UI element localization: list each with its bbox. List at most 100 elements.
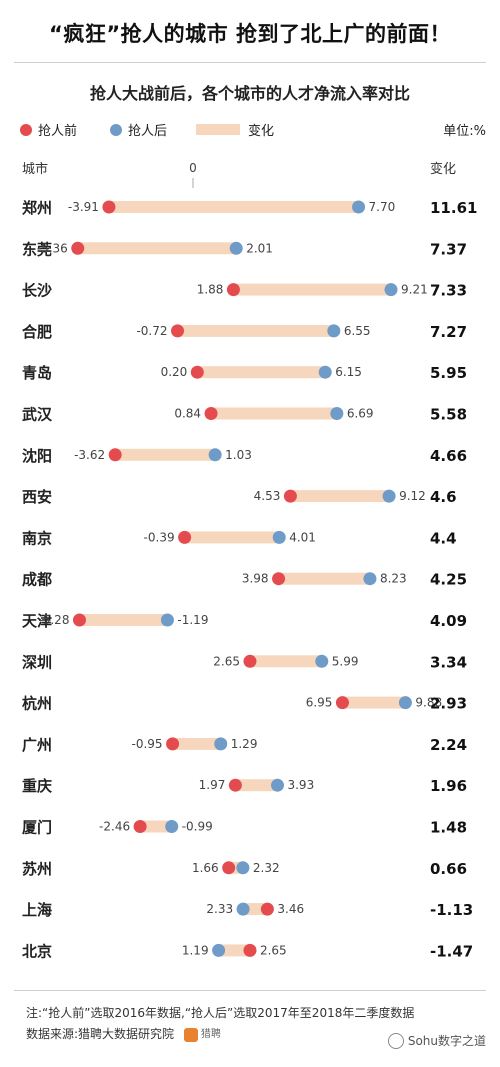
change-bar xyxy=(140,820,172,833)
change-bar xyxy=(77,242,237,255)
city-label: 天津 xyxy=(22,612,52,630)
city-label: 郑州 xyxy=(22,199,52,217)
change-bar xyxy=(290,490,390,503)
before-point xyxy=(243,654,257,668)
before-point xyxy=(190,365,204,379)
change-bar xyxy=(177,324,334,337)
before-point xyxy=(283,489,297,503)
before-point xyxy=(243,943,257,957)
city-label: 南京 xyxy=(22,529,52,547)
before-point xyxy=(204,407,218,420)
change-value-label: 4.4 xyxy=(430,529,457,547)
before-value-label: -3.91 xyxy=(68,200,99,214)
after-point xyxy=(270,778,284,792)
after-value-label: -0.99 xyxy=(182,820,213,834)
after-point xyxy=(208,448,222,462)
footnote-line2: 数据来源:猎聘大数据研究院 猎聘 xyxy=(26,1024,414,1045)
change-value-label: 4.6 xyxy=(430,488,457,506)
city-label: 沈阳 xyxy=(22,447,52,465)
after-point xyxy=(352,200,366,214)
city-label: 武汉 xyxy=(22,406,53,424)
change-value-label: 4.09 xyxy=(430,612,467,630)
legend-before-label: 抢人前 xyxy=(38,124,78,139)
after-point xyxy=(214,737,228,751)
liepin-logo-text: 猎聘 xyxy=(200,1029,221,1040)
city-label: 成都 xyxy=(22,571,52,589)
after-value-label: 5.99 xyxy=(332,654,359,668)
before-point xyxy=(133,820,147,833)
city-label: 深圳 xyxy=(22,653,52,671)
before-value-label: -3.62 xyxy=(74,448,105,462)
before-value-label: 3.98 xyxy=(242,572,269,586)
after-value-label: 1.19 xyxy=(182,943,209,957)
change-value-label: 1.48 xyxy=(430,819,467,837)
before-point xyxy=(335,696,349,710)
legend-change-label: 变化 xyxy=(248,124,275,139)
change-value-label: 5.95 xyxy=(430,364,467,382)
after-value-label: 2.01 xyxy=(246,241,273,255)
after-point xyxy=(212,943,226,957)
after-value-label: -1.19 xyxy=(177,613,208,627)
before-value-label: 1.88 xyxy=(197,283,224,297)
dumbbell-chart: 0 郑州 -3.91 7.70 11.61 东莞-5.36 2.01 7.37 长沙 1.88 9.… xyxy=(21,161,477,960)
change-value-label: 4.66 xyxy=(430,447,467,465)
before-value-label: 1.97 xyxy=(199,778,226,792)
change-value-label: -1.47 xyxy=(430,942,473,960)
after-point xyxy=(382,489,396,503)
change-bar xyxy=(108,201,359,213)
legend-before-dot xyxy=(20,123,32,136)
change-bar xyxy=(249,655,322,668)
change-value-label: 3.34 xyxy=(430,653,467,671)
city-label: 广州 xyxy=(22,736,52,754)
chart-subtitle: 抢人大战前后，各个城市的人才净流入率对比 xyxy=(89,84,410,103)
change-bar xyxy=(235,779,278,792)
before-value-label: -2.46 xyxy=(99,820,130,834)
after-value-label: 6.69 xyxy=(347,407,374,421)
change-bar xyxy=(278,572,370,585)
before-point xyxy=(166,737,180,751)
legend-after-label: 抢人后 xyxy=(128,124,168,139)
city-label: 苏州 xyxy=(22,860,52,878)
title-divider xyxy=(14,62,486,63)
change-value-label: 7.27 xyxy=(430,323,467,341)
change-value-label: 4.25 xyxy=(430,571,467,589)
change-bar xyxy=(342,696,406,709)
data-source: 数据来源:猎聘大数据研究院 xyxy=(26,1027,175,1041)
watermark: Sohu数字之道 xyxy=(387,1032,486,1049)
sohu-icon xyxy=(387,1032,404,1049)
after-value-label: 2.32 xyxy=(253,861,280,875)
after-point xyxy=(384,283,398,297)
after-point xyxy=(315,654,329,668)
liepin-logo-icon xyxy=(183,1027,198,1042)
after-point xyxy=(330,407,344,420)
change-bar xyxy=(211,407,337,420)
after-value-label: 8.23 xyxy=(380,572,407,586)
after-point xyxy=(229,241,243,255)
city-label: 西安 xyxy=(22,488,52,506)
before-point xyxy=(272,572,286,586)
after-value-label: 9.88 xyxy=(415,696,442,710)
city-label: 重庆 xyxy=(22,777,52,795)
change-value-label: 7.37 xyxy=(430,240,467,258)
city-label: 杭州 xyxy=(22,695,52,713)
change-bar xyxy=(184,531,280,544)
before-value-label: -5.36 xyxy=(37,241,68,255)
before-point xyxy=(171,324,185,338)
after-point xyxy=(160,613,174,627)
change-bar xyxy=(115,448,216,461)
city-label: 北京 xyxy=(22,942,52,960)
change-value-label: 5.58 xyxy=(430,406,467,424)
before-value-label: -0.72 xyxy=(136,324,167,338)
city-label: 厦门 xyxy=(22,819,52,837)
after-value-label: 2.33 xyxy=(206,902,233,916)
change-value-label: 2.93 xyxy=(430,695,467,713)
legend-after-dot xyxy=(110,123,122,136)
after-value-label: 9.21 xyxy=(401,283,428,297)
city-label: 长沙 xyxy=(22,282,52,300)
column-head-change: 变化 xyxy=(430,162,457,177)
before-point xyxy=(228,778,242,792)
change-value-label: 2.24 xyxy=(430,736,467,754)
before-value-label: -5.28 xyxy=(38,613,69,627)
before-value-label: 6.95 xyxy=(306,696,333,710)
city-label: 青岛 xyxy=(22,364,52,382)
